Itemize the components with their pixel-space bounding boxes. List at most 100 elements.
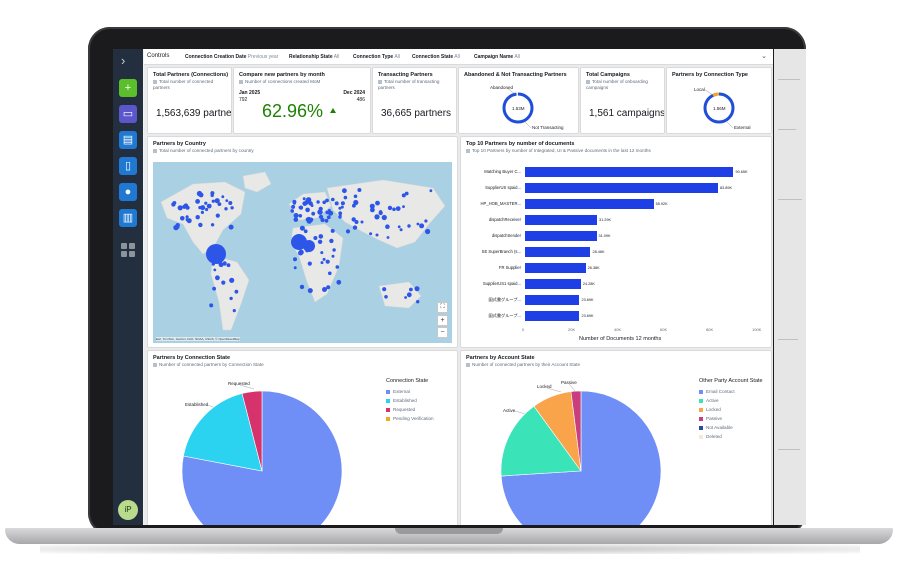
x-tick-label: 0: [522, 327, 525, 332]
donut-center-value: 1.56M: [713, 106, 726, 111]
partner-marker: [195, 215, 200, 220]
partner-marker: [340, 201, 345, 206]
legend-item[interactable]: External: [386, 389, 410, 394]
bar[interactable]: [525, 263, 586, 273]
avatar[interactable]: iP: [118, 500, 138, 520]
donut-center-value: 1.53M: [512, 106, 525, 111]
bar[interactable]: [525, 311, 580, 321]
partner-marker: [200, 205, 206, 211]
partner-marker: [320, 261, 324, 265]
legend-item[interactable]: Established: [386, 398, 417, 403]
bar[interactable]: [525, 215, 597, 225]
partner-marker: [404, 191, 409, 196]
bar[interactable]: [525, 295, 580, 305]
x-tick-label: 20K: [568, 327, 576, 332]
filter-relationship-state[interactable]: Relationship State All: [289, 54, 340, 60]
sidebar: › + ▭ ▤ ▯ ● ▥ iP: [113, 49, 143, 525]
partner-marker: [369, 203, 375, 209]
zoom-out-button[interactable]: −: [437, 327, 448, 338]
bar[interactable]: [525, 183, 718, 193]
trend-up-icon: [330, 108, 336, 113]
percent-change: 62.96%: [262, 101, 324, 121]
partner-marker: [177, 205, 183, 211]
apps-grid-icon[interactable]: [121, 243, 135, 257]
documents-icon[interactable]: ▤: [119, 131, 137, 149]
legend-swatch: [699, 416, 703, 421]
legend-item[interactable]: Passive: [699, 416, 722, 421]
controls-bar[interactable]: Controls Connection Creation Date Previo…: [144, 49, 773, 65]
partner-marker: [198, 192, 204, 198]
filter-connection-state[interactable]: Connection State All: [412, 54, 460, 60]
legend-item[interactable]: Locked: [699, 407, 721, 412]
card-title: Abandoned & Not Transacting Partners: [464, 72, 567, 78]
bar[interactable]: [525, 167, 734, 177]
partner-marker: [292, 201, 296, 205]
partner-marker: [387, 205, 393, 211]
legend-swatch: [699, 398, 703, 403]
filter-connection-creation-date[interactable]: Connection Creation Date Previous year: [185, 54, 279, 60]
partner-marker: [340, 205, 344, 209]
partner-marker: [234, 289, 239, 294]
card-subtitle: Number of connected partners by their Ac…: [466, 362, 580, 368]
partner-marker: [345, 229, 351, 234]
partner-marker: [293, 257, 297, 262]
legend-item[interactable]: Not Available: [699, 425, 733, 430]
legend-item[interactable]: Pending Verification: [386, 416, 434, 421]
users-icon[interactable]: ●: [119, 183, 137, 201]
inbox-icon[interactable]: ▭: [119, 105, 137, 123]
partner-marker: [322, 257, 326, 261]
partner-marker: [293, 217, 299, 222]
card-transacting-partners: Transacting Partners Total number of tra…: [372, 67, 457, 134]
partner-marker: [336, 279, 342, 285]
partner-marker: [353, 199, 359, 206]
legend-item[interactable]: Requested: [386, 407, 415, 412]
partner-marker: [351, 217, 356, 222]
bar[interactable]: [525, 199, 654, 209]
card-title: Total Partners (Connections): [153, 72, 229, 78]
legend-swatch: [386, 407, 390, 412]
x-tick-label: 40K: [614, 327, 622, 332]
partner-marker: [325, 210, 330, 215]
book-icon[interactable]: ▥: [119, 209, 137, 227]
partner-marker: [185, 215, 189, 219]
partner-marker: [352, 225, 358, 230]
partner-marker: [404, 296, 407, 299]
pie-slice: [183, 393, 263, 472]
add-icon[interactable]: +: [119, 79, 137, 97]
partner-marker: [329, 212, 333, 216]
bar-value-label: 55.92K: [655, 202, 668, 206]
partner-marker: [370, 207, 375, 213]
partner-marker: [305, 207, 310, 213]
partner-marker: [328, 208, 331, 212]
chevron-down-icon[interactable]: ⌄: [761, 53, 767, 60]
legend-item[interactable]: Active: [699, 398, 719, 403]
legend-swatch: [699, 434, 703, 439]
fullscreen-button[interactable]: ⛶: [437, 302, 448, 313]
partner-marker: [298, 249, 304, 255]
chevron-right-icon[interactable]: ›: [121, 53, 126, 68]
zoom-in-button[interactable]: +: [437, 315, 448, 326]
filter-campaign-name[interactable]: Campaign Name All: [474, 54, 520, 60]
partner-marker: [307, 261, 312, 266]
partner-marker: [205, 207, 209, 212]
pie-label-established: Established: [185, 402, 209, 407]
world-map[interactable]: ⛶ + − Esri, TomTom, Garmin, FAO, NOAA, U…: [153, 162, 452, 343]
clipboard-icon[interactable]: ▯: [119, 157, 137, 175]
partner-marker: [397, 225, 401, 229]
kpi-value: 36,665 partners: [381, 108, 452, 119]
partner-marker: [200, 210, 204, 214]
partner-marker: [299, 225, 305, 231]
bar[interactable]: [525, 231, 597, 241]
partner-markers: [171, 188, 433, 313]
bar[interactable]: [525, 279, 581, 289]
legend-item[interactable]: Deleted: [699, 434, 722, 439]
partner-marker: [329, 238, 334, 244]
partner-marker: [338, 214, 342, 218]
partner-marker: [328, 271, 332, 276]
bar[interactable]: [525, 247, 591, 257]
bar-value-label: 31.29K: [598, 218, 611, 222]
partner-marker: [401, 193, 406, 198]
legend-item[interactable]: Email Contact: [699, 389, 735, 394]
filter-connection-type[interactable]: Connection Type All: [353, 54, 400, 60]
partner-marker: [228, 201, 233, 205]
